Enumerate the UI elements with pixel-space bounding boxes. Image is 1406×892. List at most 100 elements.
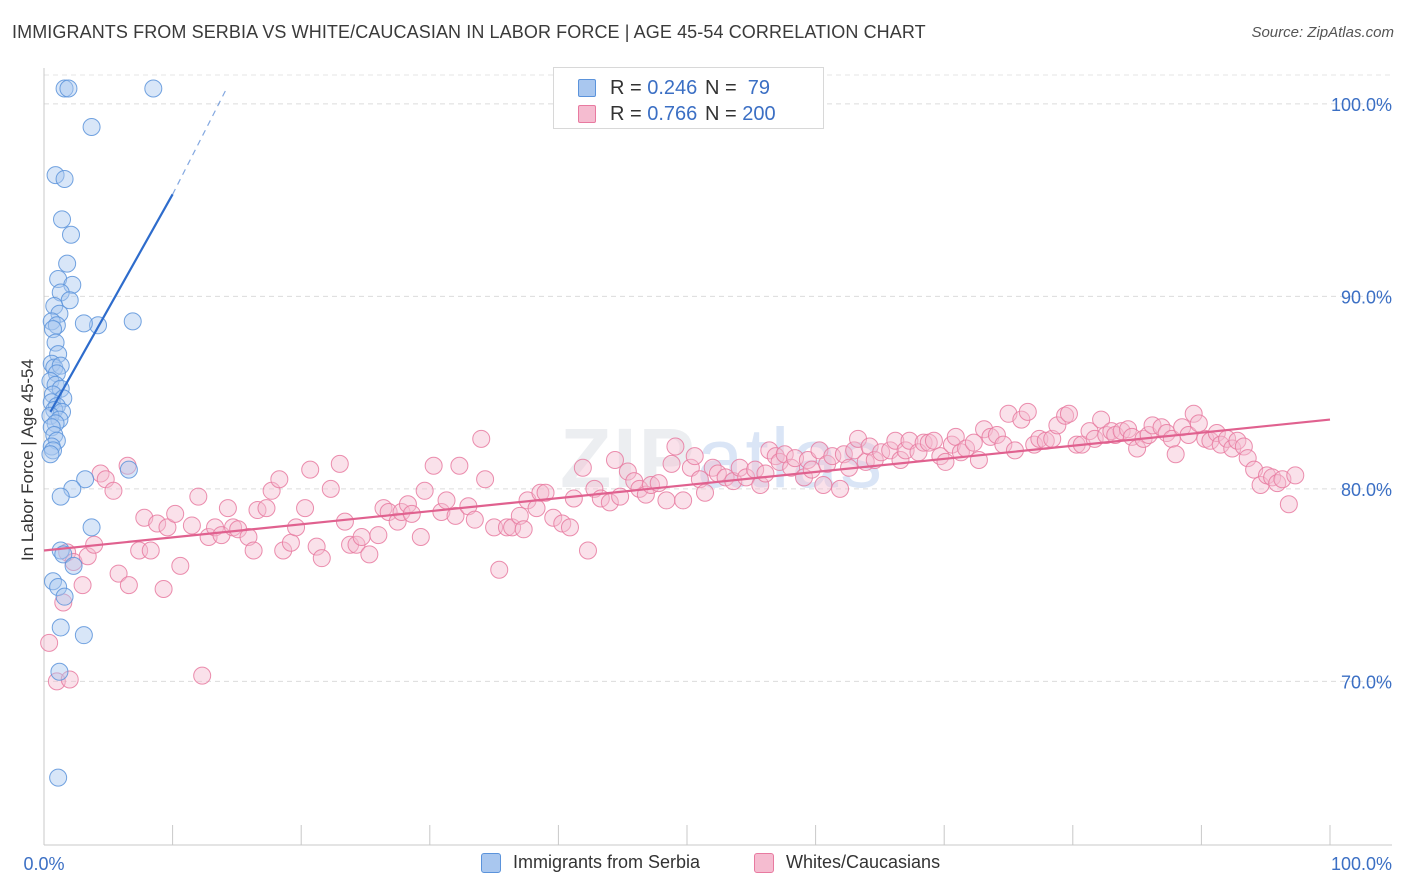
point-whites: [119, 576, 138, 595]
point-whites: [485, 518, 504, 537]
point-whites: [257, 499, 276, 518]
point-whites: [424, 456, 443, 475]
legend-item-serbia[interactable]: Immigrants from Serbia: [481, 852, 700, 873]
stats-r-label: R =: [610, 102, 648, 125]
point-whites: [287, 518, 306, 537]
point-whites: [662, 454, 681, 473]
stats-r-label: R =: [610, 76, 648, 99]
stats-row-serbia: R = 0.246 N = 79: [578, 76, 770, 100]
point-serbia: [49, 768, 68, 787]
point-serbia: [74, 626, 93, 645]
point-whites: [964, 433, 983, 452]
legend-label-serbia: Immigrants from Serbia: [513, 852, 701, 872]
point-whites: [703, 458, 722, 477]
legend-swatch-blue: [481, 852, 501, 873]
stats-r-value: 0.766: [647, 102, 698, 125]
x-tick-label: 0.0%: [23, 854, 64, 874]
series-immigrants-from-serbia: [41, 79, 163, 787]
point-serbia: [54, 545, 73, 564]
point-whites: [330, 454, 349, 473]
stats-n-label: N =: [705, 102, 743, 125]
point-serbia: [55, 79, 74, 98]
point-serbia: [60, 291, 79, 310]
trend-line-whites: [43, 418, 1331, 552]
point-serbia: [55, 169, 74, 188]
point-whites: [618, 462, 637, 481]
point-serbia: [46, 166, 65, 185]
point-whites: [872, 443, 891, 462]
watermark-zip: ZIP: [560, 411, 697, 505]
point-whites: [388, 512, 407, 531]
point-whites: [307, 537, 326, 556]
point-whites: [845, 441, 864, 460]
point-whites: [312, 549, 331, 568]
point-whites: [536, 483, 555, 502]
point-whites: [573, 458, 592, 477]
point-whites: [239, 528, 258, 546]
stats-n-label: N =: [705, 76, 743, 99]
point-whites: [104, 481, 123, 500]
point-whites: [301, 460, 320, 479]
point-whites: [218, 499, 237, 518]
point-serbia: [59, 79, 78, 98]
point-serbia: [49, 578, 68, 597]
point-whites: [1012, 410, 1031, 429]
point-whites: [531, 483, 550, 502]
point-serbia: [144, 79, 163, 98]
point-whites: [924, 431, 943, 450]
point-whites: [352, 528, 371, 546]
point-whites: [60, 670, 79, 689]
point-whites: [527, 499, 546, 518]
point-whites: [782, 458, 801, 477]
stats-r: R = 0.766: [610, 103, 705, 126]
point-whites: [1018, 402, 1037, 421]
point-whites: [936, 452, 955, 471]
point-serbia: [50, 304, 69, 323]
point-whites: [472, 429, 491, 448]
point-whites: [171, 556, 190, 575]
point-whites: [1166, 445, 1185, 464]
point-serbia: [74, 314, 93, 333]
point-whites: [1238, 449, 1257, 468]
point-whites: [109, 564, 128, 583]
point-whites: [321, 479, 340, 498]
point-serbia: [62, 225, 81, 244]
point-serbia: [82, 518, 101, 537]
legend-item-whites[interactable]: Whites/Caucasians: [754, 852, 940, 873]
y-tick-label: 90.0%: [1341, 287, 1392, 307]
point-whites: [411, 528, 430, 546]
point-whites: [756, 464, 775, 483]
stats-row-whites: R = 0.766 N = 200: [578, 102, 776, 126]
trend-line-serbia: [49, 193, 174, 413]
point-serbia: [41, 445, 60, 464]
stats-n: N = 79: [705, 77, 770, 100]
point-whites: [78, 547, 97, 566]
legend-label-whites: Whites/Caucasians: [786, 852, 941, 872]
stats-n-value: 200: [742, 102, 776, 125]
point-whites: [182, 516, 201, 535]
point-whites: [514, 520, 533, 539]
point-whites: [1059, 404, 1078, 423]
point-whites: [1030, 429, 1049, 448]
point-whites: [860, 437, 879, 456]
point-whites: [1112, 422, 1131, 441]
point-whites: [244, 541, 263, 560]
point-whites: [40, 633, 59, 652]
point-serbia: [44, 320, 63, 339]
point-serbia: [123, 312, 142, 331]
point-serbia: [82, 117, 101, 136]
y-tick-label: 100.0%: [1331, 95, 1392, 115]
stats-n-value: 79: [742, 76, 771, 99]
point-whites: [73, 576, 92, 595]
point-whites: [814, 476, 833, 495]
stats-r: R = 0.246: [610, 77, 705, 100]
point-whites: [1234, 437, 1253, 456]
point-whites: [605, 451, 624, 469]
point-serbia: [51, 618, 70, 637]
point-serbia: [76, 470, 95, 489]
point-whites: [674, 491, 693, 510]
point-serbia: [53, 210, 72, 229]
point-whites: [158, 518, 177, 537]
point-whites: [730, 458, 749, 477]
point-whites: [296, 499, 315, 518]
